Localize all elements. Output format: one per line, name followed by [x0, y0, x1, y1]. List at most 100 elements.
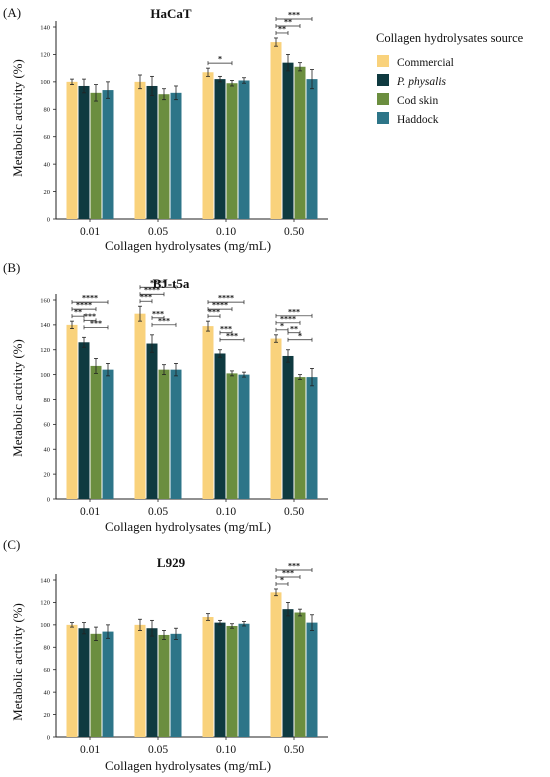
legend-swatch-cod-skin [377, 93, 389, 105]
bar-p-physalis-0.05 [146, 628, 158, 737]
significance-label: * [218, 55, 222, 64]
x-tick-label: 0.05 [148, 744, 168, 756]
y-tick-label: 100 [40, 372, 50, 379]
legend-swatch-commercial [377, 55, 389, 67]
bar-p-physalis-0.50 [282, 62, 294, 220]
y-tick-label: 80 [44, 645, 51, 652]
y-tick-label: 120 [40, 52, 50, 59]
bar-haddock-0.50 [306, 622, 318, 737]
bar-commercial-0.10 [202, 326, 214, 499]
panel-b-label: (B) [3, 260, 20, 275]
bar-p-physalis-0.10 [214, 79, 226, 219]
panel-a-title: HaCaT [150, 6, 192, 21]
y-tick-label: 160 [40, 297, 50, 304]
x-tick-label: 0.05 [148, 226, 168, 238]
panel-c-x-axis-title: Collagen hydrolysates (mg/mL) [105, 758, 271, 773]
bar-haddock-0.10 [238, 374, 250, 499]
panel-c-title: L929 [157, 555, 186, 570]
significance-label: **** [82, 294, 98, 303]
significance-label: * [280, 321, 284, 330]
significance-label: *** [208, 308, 220, 317]
legend-label-commercial: Commercial [397, 57, 454, 69]
y-tick-label: 120 [40, 600, 50, 607]
bar-haddock-0.05 [170, 369, 182, 499]
significance-label: *** [226, 331, 238, 340]
y-tick-label: 100 [40, 622, 50, 629]
y-tick-label: 140 [40, 577, 50, 584]
bar-cod-skin-0.01 [90, 633, 102, 737]
x-tick-label: 0.01 [80, 226, 100, 238]
bar-commercial-0.01 [66, 324, 78, 499]
significance-label: ** [278, 24, 286, 33]
significance-label: ** [284, 17, 292, 26]
bar-commercial-0.50 [270, 592, 282, 737]
y-tick-label: 140 [40, 322, 50, 329]
legend: Collagen hydrolysates source Commercial … [376, 31, 524, 126]
panel-b-y-axis-title: Metabolic activity (%) [10, 339, 25, 457]
x-tick-label: 0.05 [148, 506, 168, 518]
y-tick-label: 140 [40, 24, 50, 31]
bar-cod-skin-0.05 [158, 369, 170, 499]
panel-c-label: (C) [3, 537, 20, 552]
panel-a-y-axis-title: Metabolic activity (%) [10, 59, 25, 177]
x-tick-label: 0.50 [284, 744, 304, 756]
panel-b: (B) BJ-t5a Metabolic activity (%) Collag… [3, 260, 328, 534]
bar-haddock-0.10 [238, 80, 250, 219]
x-tick-label: 0.01 [80, 506, 100, 518]
bar-cod-skin-0.01 [90, 365, 102, 499]
bar-commercial-0.50 [270, 338, 282, 499]
bar-cod-skin-0.50 [294, 612, 306, 737]
significance-label: *** [282, 568, 294, 577]
y-tick-label: 0 [47, 734, 50, 741]
bar-cod-skin-0.05 [158, 94, 170, 219]
bar-cod-skin-0.50 [294, 377, 306, 499]
panel-c: (C) L929 Metabolic activity (%) Collagen… [3, 537, 328, 773]
bar-commercial-0.01 [66, 624, 78, 737]
bar-p-physalis-0.10 [214, 622, 226, 737]
bar-commercial-0.05 [134, 81, 146, 219]
significance-label: *** [220, 324, 232, 333]
bar-commercial-0.10 [202, 617, 214, 737]
bar-commercial-0.01 [66, 81, 78, 219]
y-tick-label: 80 [44, 397, 51, 404]
significance-label: * [298, 331, 302, 340]
panel-a-label: (A) [3, 5, 21, 20]
bar-p-physalis-0.01 [78, 342, 90, 499]
bar-commercial-0.10 [202, 72, 214, 219]
x-tick-label: 0.10 [216, 226, 236, 238]
x-tick-label: 0.10 [216, 744, 236, 756]
significance-label: *** [140, 293, 152, 302]
significance-label: *** [90, 319, 102, 328]
significance-label: **** [280, 314, 296, 323]
significance-label: **** [144, 286, 160, 295]
y-tick-label: 40 [44, 447, 51, 454]
bar-haddock-0.05 [170, 92, 182, 219]
significance-label: **** [212, 301, 228, 310]
significance-label: **** [76, 301, 92, 310]
bar-haddock-0.10 [238, 623, 250, 737]
significance-label: ** [74, 308, 82, 317]
y-tick-label: 60 [44, 422, 51, 429]
legend-swatch-haddock [377, 112, 389, 124]
y-tick-label: 40 [44, 161, 51, 168]
x-tick-label: 0.50 [284, 226, 304, 238]
bar-haddock-0.01 [102, 90, 114, 219]
y-tick-label: 0 [47, 216, 50, 223]
y-tick-label: 100 [40, 79, 50, 86]
bar-haddock-0.50 [306, 79, 318, 219]
significance-label: *** [158, 316, 170, 325]
bar-p-physalis-0.05 [146, 343, 158, 499]
legend-label-cod-skin: Cod skin [397, 95, 438, 107]
bar-cod-skin-0.50 [294, 66, 306, 220]
bar-haddock-0.01 [102, 631, 114, 737]
bar-p-physalis-0.05 [146, 85, 158, 219]
y-tick-label: 40 [44, 689, 51, 696]
bar-p-physalis-0.50 [282, 355, 294, 499]
significance-label: *** [152, 309, 164, 318]
y-tick-label: 20 [44, 471, 51, 478]
x-tick-label: 0.50 [284, 506, 304, 518]
